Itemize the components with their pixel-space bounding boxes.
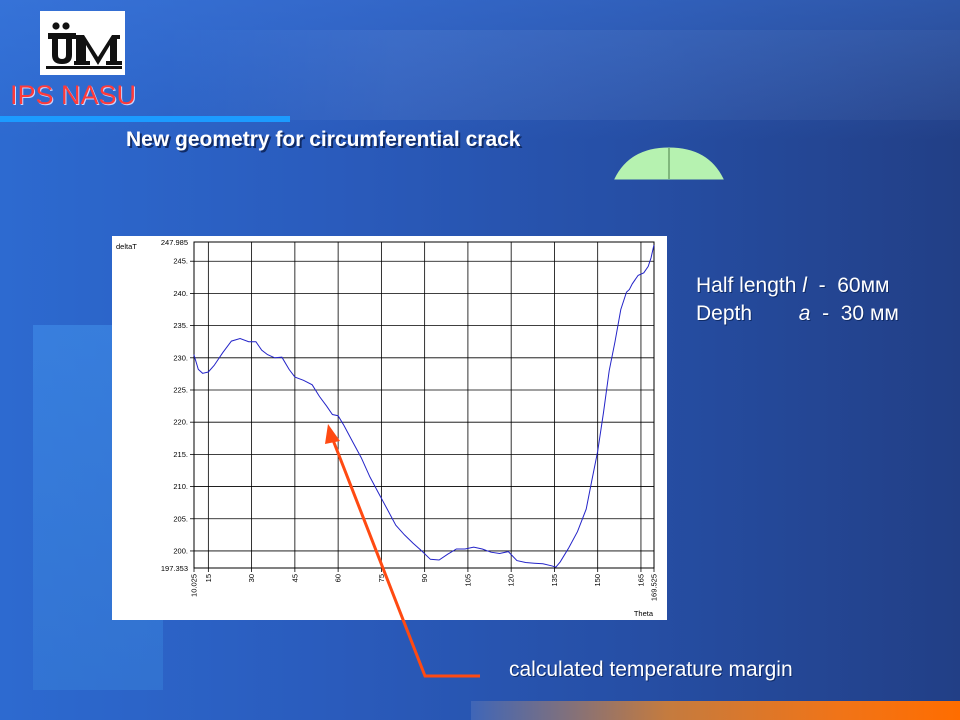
crack-dimensions: Half length l - 60мм Depth a - 30 мм	[696, 272, 899, 328]
x-tick-label: 75	[377, 574, 386, 582]
bottom-accent-strip	[471, 701, 960, 720]
y-tick-label: 240.	[173, 289, 188, 298]
half-length-value: - 60мм	[818, 274, 890, 297]
plot-frame	[193, 241, 655, 569]
x-axis-label: Theta	[634, 609, 654, 618]
depth-symbol: a	[798, 302, 811, 325]
x-tick-label: 150	[593, 574, 602, 587]
x-tick-label: 60	[334, 574, 343, 582]
annotation-text: calculated temperature margin	[509, 658, 793, 681]
x-max-label: 169.525	[650, 574, 659, 601]
y-tick-label: 225.	[173, 385, 188, 394]
depth-row: Depth a - 30 мм	[696, 300, 899, 328]
series-line	[193, 244, 655, 568]
half-length-row: Half length l - 60мм	[696, 272, 899, 300]
half-length-symbol: l	[802, 274, 807, 297]
x-tick-label: 120	[507, 574, 516, 587]
y-tick-label: 220.	[173, 418, 188, 427]
half-length-label: Half length	[696, 274, 797, 297]
y-tick-label: 245.	[173, 257, 188, 266]
chart-grid	[193, 241, 655, 569]
temperature-chart: 200. 205. 210. 215. 220. 225. 230. 235. 240. 245.…	[116, 238, 659, 618]
arrow-head-icon	[325, 424, 340, 444]
depth-value: - 30 мм	[822, 302, 899, 325]
ips-logo-icon	[46, 22, 122, 69]
y-tick-label: 200.	[173, 546, 188, 555]
x-tick-label: 135	[550, 574, 559, 587]
organization-name: IPS NASU	[10, 80, 137, 110]
crack-geometry-icon	[614, 147, 724, 180]
y-max-label: 247.985	[161, 238, 188, 247]
chart-series	[193, 244, 655, 568]
y-tick-label: 230.	[173, 353, 188, 362]
x-tick-label: 90	[420, 574, 429, 582]
y-tick-label: 215.	[173, 450, 188, 459]
y-min-label: 197.353	[161, 564, 188, 573]
y-tick-label: 235.	[173, 321, 188, 330]
x-tick-label: 30	[247, 574, 256, 582]
x-min-label: 10.025	[190, 574, 199, 597]
arrow-line	[331, 439, 480, 678]
header-band	[160, 30, 960, 120]
chart-panel: 200. 205. 210. 215. 220. 225. 230. 235. 240. 245.…	[112, 236, 667, 620]
x-tick-label: 45	[290, 574, 299, 582]
y-tick-label: 205.	[173, 514, 188, 523]
x-tick-label: 165	[636, 574, 645, 587]
x-tick-label: 105	[463, 574, 472, 587]
slide-title: New geometry for circumferential crack	[126, 128, 521, 151]
chart-ticks: 200. 205. 210. 215. 220. 225. 230. 235. 240. 245.…	[161, 238, 659, 601]
depth-label: Depth	[696, 302, 753, 325]
x-tick-label: 15	[204, 574, 213, 582]
institute-logo	[40, 11, 125, 75]
y-tick-label: 210.	[173, 482, 188, 491]
header-underline	[0, 116, 290, 122]
y-axis-label: deltaT	[116, 242, 137, 251]
